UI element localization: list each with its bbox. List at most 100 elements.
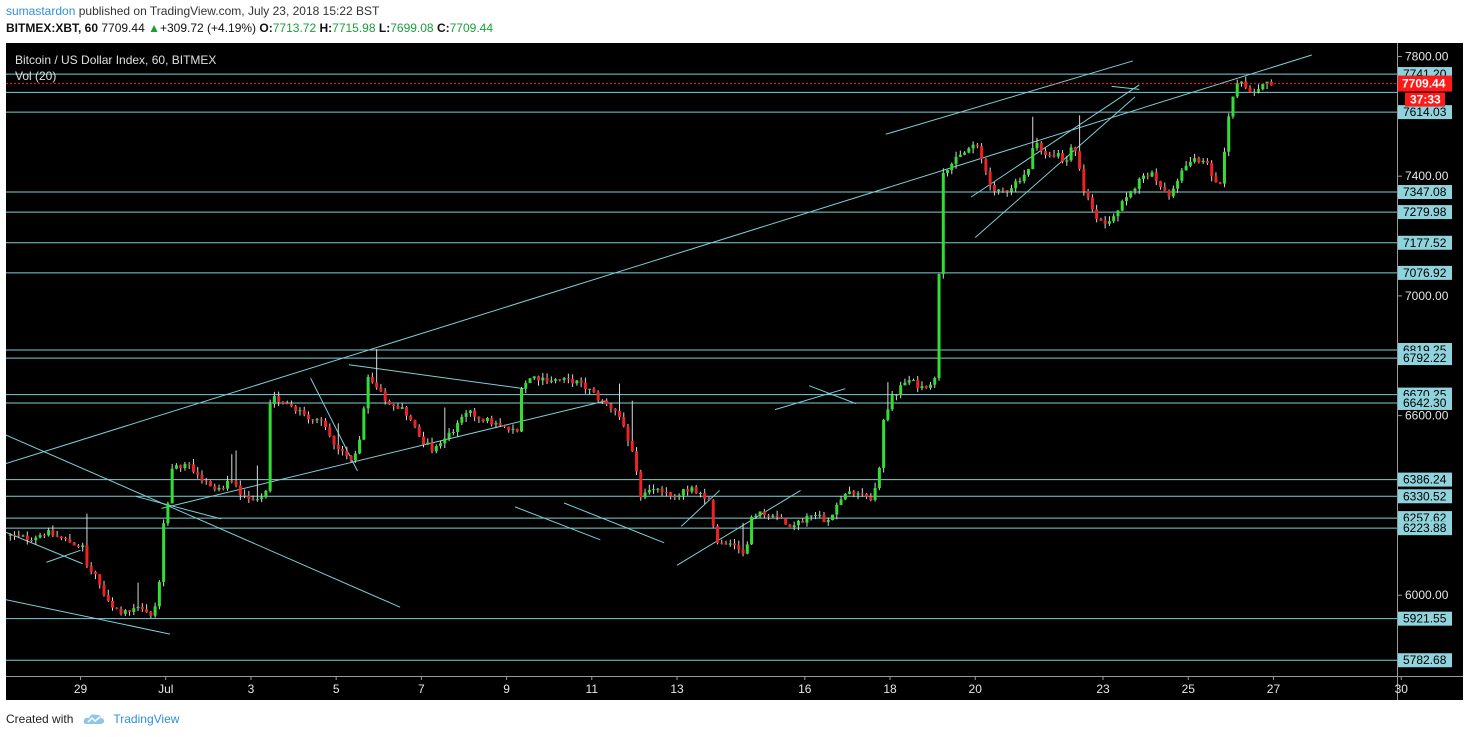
candle [268, 403, 272, 491]
candle [76, 545, 80, 548]
chart-container[interactable]: 6000.00 6600.00 7000.00 7400.00 7800.00 7741.… [6, 43, 1463, 700]
tradingview-link[interactable]: TradingView [113, 712, 180, 726]
candle [1184, 165, 1188, 171]
trend-line [680, 490, 720, 527]
author-link[interactable]: sumastardon [6, 4, 76, 18]
candle [272, 396, 276, 404]
x-tick-label: 23 [1096, 682, 1110, 696]
candle [660, 488, 664, 493]
candle [162, 523, 166, 582]
candle [166, 503, 170, 524]
level-price-label: 6223.88 [1398, 521, 1452, 536]
candle [1261, 83, 1265, 90]
candle [971, 144, 975, 149]
candle [294, 406, 298, 412]
candle [737, 545, 741, 550]
trend-line [774, 388, 846, 411]
candle [1022, 174, 1026, 182]
candle [507, 426, 511, 430]
candle [119, 608, 123, 614]
candle [243, 494, 247, 496]
candle [1227, 116, 1231, 152]
legend-volume: Vol (20) [15, 69, 57, 83]
candle [477, 416, 481, 419]
candle [1112, 216, 1116, 222]
level-label-text: 5921.55 [1403, 612, 1447, 626]
candle [1197, 158, 1201, 163]
candle [835, 504, 839, 515]
candle [1103, 220, 1107, 224]
level-label-bg [1398, 611, 1452, 626]
candle [370, 376, 374, 383]
candle [25, 535, 29, 540]
candle [848, 491, 852, 494]
candle [1073, 147, 1077, 152]
level-price-label: 6792.22 [1398, 351, 1452, 366]
candle [498, 423, 502, 426]
candle [946, 169, 950, 173]
candle [383, 391, 387, 402]
candle [528, 378, 532, 383]
candle [647, 489, 651, 493]
candle [1218, 182, 1222, 184]
x-tick-label: 13 [670, 682, 684, 696]
level-label-bg [1398, 351, 1452, 366]
candle [102, 585, 106, 596]
level-price-label: 7076.92 [1398, 265, 1452, 280]
candle [1193, 158, 1197, 162]
candle [792, 525, 796, 528]
candle [669, 492, 673, 497]
level-price-label: 5782.68 [1398, 653, 1452, 668]
level-label-text: 6792.22 [1403, 351, 1447, 365]
x-tick-label: 18 [883, 682, 897, 696]
candle [745, 544, 749, 554]
candle [1099, 218, 1103, 221]
low-value: 7699.08 [390, 21, 434, 35]
level-label-text: 7177.52 [1403, 236, 1447, 250]
candle [1052, 155, 1056, 157]
candle [434, 446, 438, 452]
candle [566, 378, 570, 380]
candle [1026, 169, 1030, 175]
candle [260, 497, 264, 500]
candle [605, 400, 609, 404]
candle [1031, 148, 1035, 170]
candle [221, 488, 225, 490]
x-tick-label: 29 [74, 682, 88, 696]
candle [788, 524, 792, 528]
candle [869, 496, 873, 500]
candle [762, 511, 766, 516]
last-price-bg [1398, 75, 1452, 92]
candle [843, 493, 847, 500]
y-tick-label: 7400.00 [1405, 169, 1449, 183]
candle [1222, 151, 1226, 184]
level-label-text: 7347.08 [1403, 185, 1447, 199]
candle [85, 545, 89, 566]
candle [251, 498, 255, 501]
candle [690, 487, 694, 492]
candle [387, 401, 391, 405]
candle [532, 376, 536, 379]
level-label-bg [1398, 395, 1452, 410]
candle [916, 380, 920, 389]
candle [537, 376, 541, 381]
level-label-text: 7279.98 [1403, 205, 1447, 219]
candle [319, 419, 323, 421]
candle [1163, 187, 1167, 191]
candle [1078, 151, 1082, 169]
candle [1133, 188, 1137, 192]
candle [1265, 81, 1269, 84]
candle [652, 489, 656, 491]
candle [1069, 147, 1073, 161]
candle [980, 146, 984, 160]
candle [1167, 190, 1171, 197]
open-label: O: [259, 21, 273, 35]
candle [831, 514, 835, 520]
price-chart[interactable]: 6000.006600.007000.007400.007800.007741.… [6, 43, 1463, 700]
candle [643, 492, 647, 498]
candle [899, 385, 903, 395]
candle [153, 606, 157, 616]
candle [771, 515, 775, 517]
candle [860, 493, 864, 495]
candle [1082, 168, 1086, 192]
